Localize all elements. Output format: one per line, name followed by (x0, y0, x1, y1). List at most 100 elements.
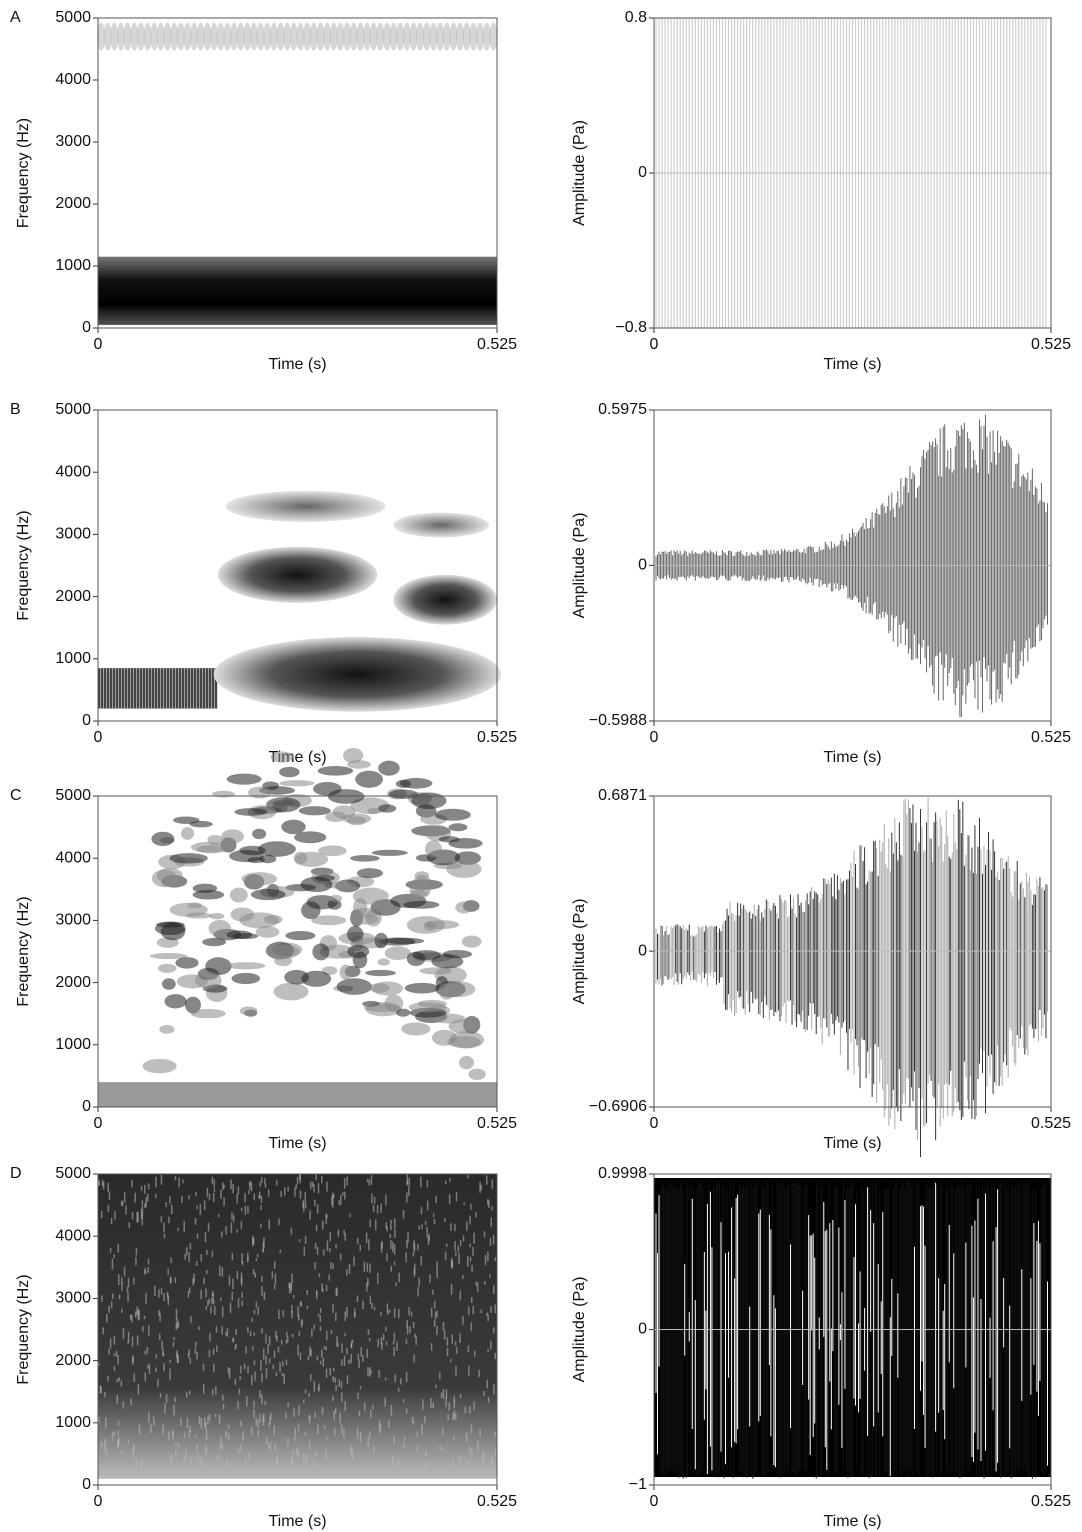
texture (466, 1221, 468, 1231)
texture (386, 1310, 389, 1315)
texture (313, 1184, 315, 1193)
texture (281, 819, 306, 835)
texture (260, 1223, 262, 1228)
texture (140, 1459, 143, 1471)
texture (332, 1263, 334, 1270)
texture (339, 1412, 341, 1424)
texture (276, 22, 285, 51)
texture (384, 1377, 387, 1381)
texture (319, 1315, 322, 1323)
texture (165, 1202, 167, 1208)
texture (313, 1381, 316, 1392)
texture (159, 1024, 175, 1034)
texture (314, 874, 335, 882)
texture (398, 1272, 400, 1283)
texture (436, 1325, 438, 1335)
texture (371, 1302, 373, 1309)
texture (425, 1459, 428, 1469)
y-tick-label: 0.9998 (598, 1165, 647, 1182)
texture (163, 1233, 166, 1239)
texture (249, 22, 258, 51)
texture (385, 1341, 388, 1346)
texture (118, 668, 122, 709)
texture (102, 1181, 105, 1190)
texture (449, 22, 458, 51)
texture (222, 1182, 224, 1191)
x-axis-label: Time (s) (268, 1135, 326, 1152)
texture (471, 1265, 473, 1273)
texture (336, 1287, 338, 1296)
texture (273, 1261, 276, 1269)
texture (136, 1306, 139, 1315)
texture (252, 1269, 255, 1275)
texture (306, 1290, 308, 1296)
texture (454, 1224, 456, 1232)
texture (362, 1300, 364, 1310)
texture (141, 1200, 144, 1205)
texture (122, 1401, 125, 1409)
y-tick-label: 2000 (55, 1352, 91, 1369)
texture (334, 1377, 337, 1383)
texture (211, 1291, 214, 1297)
texture (207, 1415, 209, 1425)
y-tick-label: 0 (82, 319, 91, 336)
texture (175, 668, 179, 709)
texture (313, 1324, 316, 1330)
texture (380, 1312, 382, 1316)
texture (264, 1178, 266, 1185)
texture (356, 1295, 359, 1303)
texture (261, 1276, 263, 1282)
texture (482, 1455, 484, 1465)
texture (105, 1448, 108, 1456)
texture (265, 1355, 267, 1365)
texture (214, 668, 218, 709)
texture (199, 1204, 202, 1215)
texture (157, 963, 177, 973)
texture (184, 1253, 186, 1260)
texture (400, 1378, 402, 1385)
texture (241, 1260, 244, 1266)
texture (321, 1406, 324, 1415)
texture (487, 1314, 489, 1322)
texture (357, 1353, 360, 1360)
texture (136, 668, 140, 709)
texture (250, 1426, 253, 1435)
texture (181, 668, 185, 709)
texture (158, 1333, 161, 1340)
texture (402, 1210, 405, 1219)
texture (392, 1340, 395, 1345)
texture (265, 944, 300, 959)
texture (178, 668, 182, 709)
texture (377, 1272, 379, 1284)
texture (139, 668, 143, 709)
texture (343, 1177, 346, 1189)
x-tick-label: 0.525 (477, 1115, 517, 1132)
texture (272, 1364, 275, 1369)
texture (298, 1331, 301, 1337)
texture (161, 1340, 163, 1349)
texture (232, 1215, 235, 1223)
texture (157, 1378, 159, 1387)
texture (147, 1183, 150, 1190)
texture (458, 1055, 475, 1070)
texture (132, 1443, 135, 1451)
texture (465, 1431, 468, 1443)
texture (194, 1217, 197, 1225)
texture (319, 1308, 322, 1313)
texture (227, 1367, 230, 1374)
texture (470, 1322, 473, 1332)
texture (190, 668, 194, 709)
texture (385, 1194, 387, 1206)
texture (255, 926, 280, 938)
texture (113, 1431, 116, 1436)
texture (202, 937, 227, 947)
texture (225, 1226, 227, 1235)
texture (213, 1188, 216, 1192)
texture (261, 1286, 263, 1296)
texture (176, 1318, 178, 1329)
texture (406, 1326, 409, 1335)
texture (413, 1354, 416, 1363)
texture (239, 1376, 241, 1381)
texture (213, 1305, 216, 1315)
texture (247, 1366, 249, 1374)
